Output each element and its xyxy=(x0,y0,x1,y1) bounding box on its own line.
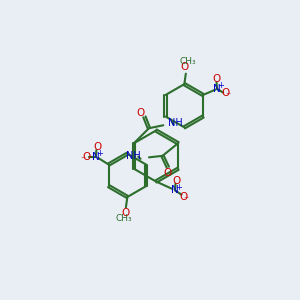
Text: O: O xyxy=(212,74,220,84)
Text: +: + xyxy=(176,183,182,192)
Text: O: O xyxy=(122,208,130,218)
Text: O: O xyxy=(82,152,90,162)
Text: NH: NH xyxy=(126,151,141,161)
Text: CH₃: CH₃ xyxy=(180,57,196,66)
Text: O: O xyxy=(180,192,188,202)
Text: ⁻: ⁻ xyxy=(81,155,86,165)
Text: ⁻: ⁻ xyxy=(184,195,189,205)
Text: ⁻: ⁻ xyxy=(225,92,230,101)
Text: O: O xyxy=(221,88,230,98)
Text: +: + xyxy=(96,149,103,158)
Text: O: O xyxy=(180,62,188,72)
Text: O: O xyxy=(164,168,172,178)
Text: O: O xyxy=(172,176,181,186)
Text: +: + xyxy=(218,82,224,91)
Text: NH: NH xyxy=(168,118,183,128)
Text: CH₃: CH₃ xyxy=(115,214,132,223)
Text: N: N xyxy=(92,152,100,162)
Text: N: N xyxy=(213,84,221,94)
Text: O: O xyxy=(93,142,101,152)
Text: O: O xyxy=(137,108,145,118)
Text: N: N xyxy=(171,185,179,195)
